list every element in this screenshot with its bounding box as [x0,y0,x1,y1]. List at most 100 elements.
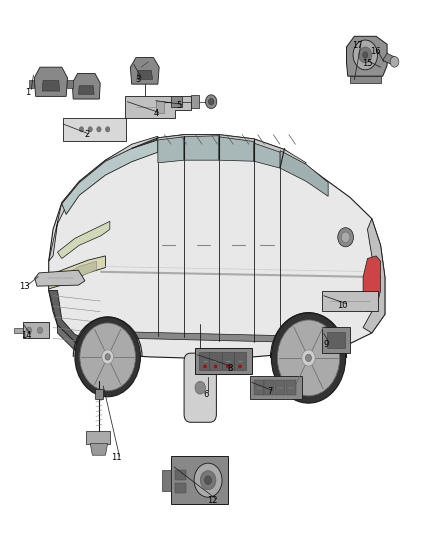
Polygon shape [383,53,396,66]
Polygon shape [346,36,387,76]
Circle shape [106,127,110,132]
Polygon shape [234,352,246,370]
Text: 5: 5 [176,101,181,110]
Circle shape [205,476,212,484]
Text: 16: 16 [370,47,381,56]
Polygon shape [209,352,222,370]
Polygon shape [184,136,219,160]
Polygon shape [158,137,184,163]
Polygon shape [350,76,381,83]
Circle shape [302,350,315,366]
Polygon shape [14,328,22,333]
Circle shape [214,365,217,368]
Text: 15: 15 [362,59,373,68]
Text: 13: 13 [19,282,30,291]
Polygon shape [34,67,67,96]
Polygon shape [125,96,191,118]
Circle shape [80,323,135,391]
Polygon shape [191,95,199,108]
Text: 7: 7 [267,387,273,397]
Circle shape [79,127,84,132]
Polygon shape [195,348,252,374]
Text: 17: 17 [353,41,363,50]
Circle shape [105,354,110,360]
Circle shape [277,320,340,396]
Circle shape [97,127,101,132]
Polygon shape [106,332,280,342]
Text: 10: 10 [337,301,347,310]
Polygon shape [35,270,85,286]
Text: 3: 3 [135,75,141,84]
Polygon shape [162,470,171,491]
Polygon shape [57,221,110,259]
Polygon shape [275,380,286,395]
Polygon shape [250,376,302,399]
Polygon shape [78,86,94,94]
Polygon shape [49,256,106,289]
FancyBboxPatch shape [184,353,216,422]
Polygon shape [286,380,296,395]
Circle shape [363,52,368,58]
Polygon shape [131,58,159,84]
Polygon shape [123,135,306,171]
Circle shape [353,40,378,70]
Text: 1: 1 [25,87,31,96]
Polygon shape [321,292,378,311]
Polygon shape [222,352,234,370]
Circle shape [239,365,241,368]
Polygon shape [175,483,186,494]
Circle shape [359,47,372,63]
Polygon shape [67,80,73,88]
Circle shape [88,127,92,132]
Text: 8: 8 [227,364,233,373]
Polygon shape [254,380,265,395]
Polygon shape [137,70,152,79]
Polygon shape [72,74,100,99]
Polygon shape [171,456,228,504]
Polygon shape [175,470,186,480]
Polygon shape [327,332,345,348]
Polygon shape [63,118,126,141]
Polygon shape [363,219,385,333]
Circle shape [195,381,205,394]
Polygon shape [95,389,103,399]
Text: 9: 9 [323,340,328,349]
Polygon shape [254,143,280,168]
Polygon shape [57,261,97,286]
Text: 14: 14 [21,331,31,340]
Circle shape [341,232,350,243]
Polygon shape [363,256,381,312]
Text: 2: 2 [85,130,90,139]
Circle shape [204,365,206,368]
Polygon shape [219,137,254,161]
Circle shape [200,471,216,490]
Polygon shape [322,327,350,353]
Circle shape [75,317,141,397]
Circle shape [272,313,346,403]
Polygon shape [280,151,328,196]
Text: 12: 12 [207,496,218,505]
Polygon shape [22,322,49,338]
Polygon shape [62,140,158,214]
Polygon shape [57,325,114,362]
Circle shape [226,365,229,368]
Circle shape [205,95,217,109]
Polygon shape [90,443,108,455]
Circle shape [26,327,32,334]
Polygon shape [49,135,385,358]
Circle shape [306,354,311,361]
Polygon shape [42,80,60,91]
Text: 11: 11 [111,454,122,463]
Circle shape [37,327,42,334]
Polygon shape [49,290,101,353]
Polygon shape [49,136,158,261]
Circle shape [338,228,353,247]
Polygon shape [155,101,164,114]
Polygon shape [264,380,275,395]
Polygon shape [171,96,182,107]
Polygon shape [199,352,211,370]
Polygon shape [29,80,34,88]
Circle shape [208,99,214,105]
Circle shape [194,463,222,497]
Polygon shape [86,431,110,443]
